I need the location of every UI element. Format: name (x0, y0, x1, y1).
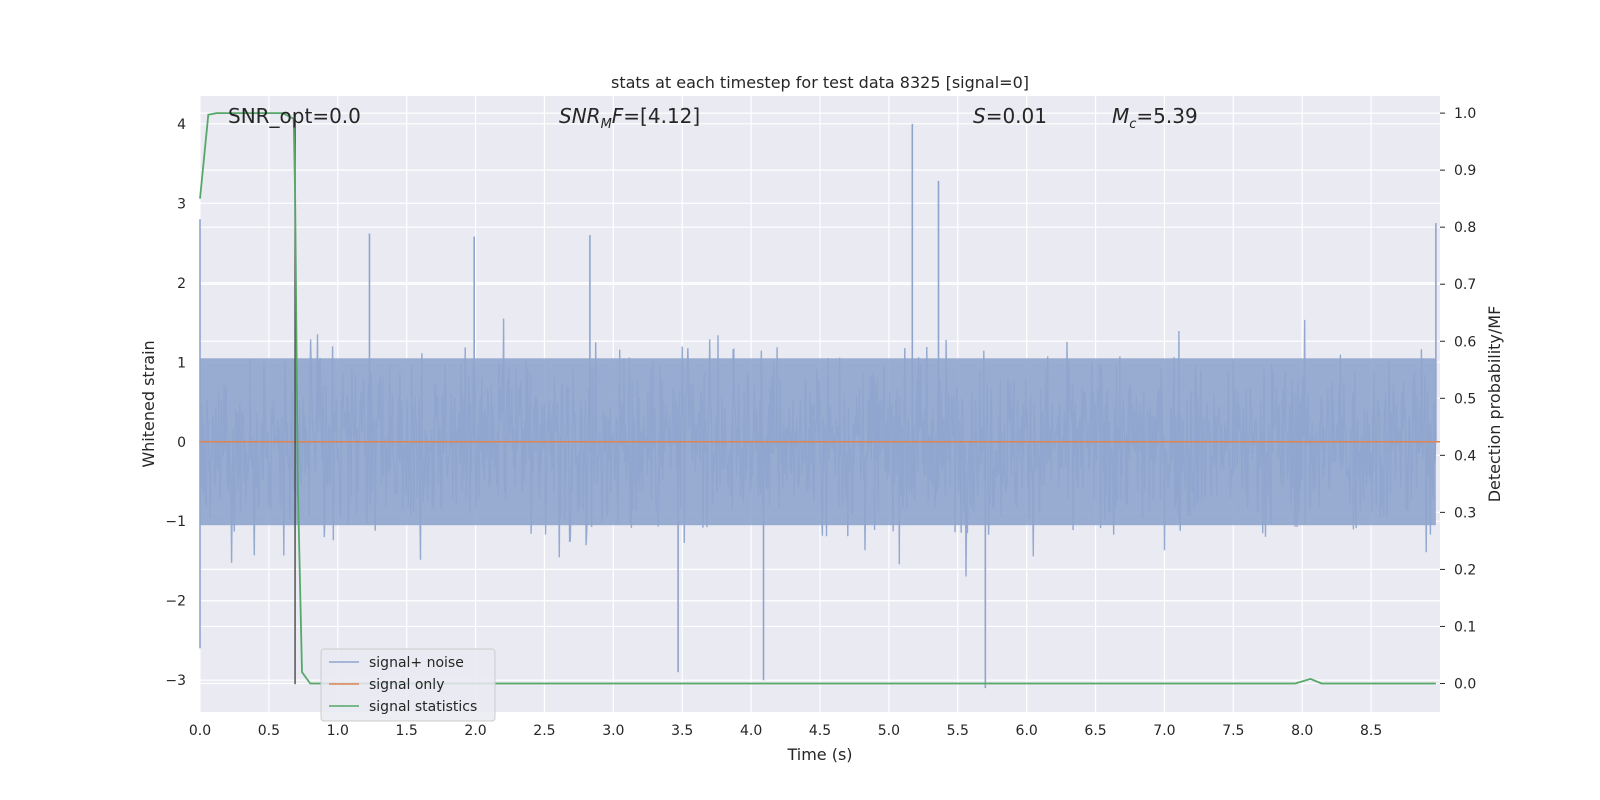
annotation-snr-mf-value: =[4.12] (623, 104, 700, 128)
y-tick-label-left: 2 (177, 276, 186, 292)
annotation-snr-mf: SNRMF=[4.12] (559, 104, 700, 132)
y-tick-label-right: 0.9 (1454, 163, 1476, 179)
annotation-snr-opt: SNR_opt=0.0 (228, 104, 361, 128)
x-tick-label: 3.5 (671, 723, 693, 739)
y-tick-label-right: 0.1 (1454, 619, 1476, 635)
x-tick-label: 4.0 (740, 723, 762, 739)
legend-label-signal-statistics: signal statistics (369, 699, 477, 715)
y-tick-label-right: 0.6 (1454, 334, 1476, 350)
y-axis-label-right: Detection probability/MF (1485, 306, 1504, 503)
annotation-s: S=0.01 (973, 104, 1047, 128)
x-tick-label: 7.0 (1153, 723, 1175, 739)
y-tick-label-left: 4 (177, 117, 186, 133)
x-tick-label: 0.5 (258, 723, 280, 739)
legend-label-signal-noise: signal+ noise (369, 655, 464, 671)
x-tick-label: 1.0 (327, 723, 349, 739)
x-tick-label: 6.0 (1016, 723, 1038, 739)
annotation-mc-value: =5.39 (1136, 104, 1197, 128)
x-tick-label: 2.5 (533, 723, 555, 739)
annotation-mc: Mc=5.39 (1112, 104, 1198, 132)
y-tick-label-left: 3 (177, 196, 186, 212)
y-tick-label-right: 0.0 (1454, 676, 1476, 692)
x-tick-label: 1.5 (396, 723, 418, 739)
y-tick-label-left: 0 (177, 435, 186, 451)
legend: signal+ noise signal only signal statist… (320, 648, 496, 722)
x-tick-label: 5.0 (878, 723, 900, 739)
y-tick-label-left: 1 (177, 355, 186, 371)
x-tick-label: 7.5 (1222, 723, 1244, 739)
x-tick-label: 8.0 (1291, 723, 1313, 739)
y-tick-label-right: 1.0 (1454, 106, 1476, 122)
y-tick-label-left: −1 (165, 514, 186, 530)
y-tick-label-right: 0.4 (1454, 448, 1476, 464)
y-tick-label-right: 0.8 (1454, 220, 1476, 236)
y-tick-label-left: −3 (165, 673, 186, 689)
y-tick-label-right: 0.5 (1454, 391, 1476, 407)
y-tick-label-left: −2 (165, 594, 186, 610)
y-tick-label-right: 0.3 (1454, 505, 1476, 521)
x-tick-label: 5.5 (947, 723, 969, 739)
y-axis-label-left: Whitened strain (139, 340, 158, 467)
annotation-s-value: =0.01 (986, 104, 1047, 128)
y-tick-label-right: 0.2 (1454, 562, 1476, 578)
series-signal-statistics-line (199, 112, 1436, 685)
x-tick-label: 8.5 (1360, 723, 1382, 739)
legend-label-signal-only: signal only (369, 677, 444, 693)
chart-title: stats at each timestep for test data 832… (611, 73, 1029, 92)
y-tick-label-right: 0.7 (1454, 277, 1476, 293)
x-tick-label: 3.0 (602, 723, 624, 739)
x-axis-label: Time (s) (786, 745, 852, 764)
x-tick-label: 4.5 (809, 723, 831, 739)
tick-labels: 0.0 0.5 1.0 1.5 2.0 2.5 3.0 3.5 4.0 4.5 5.0 5.5 6.0 6… (165, 106, 1476, 739)
x-tick-label: 2.0 (464, 723, 486, 739)
x-tick-label: 6.5 (1084, 723, 1106, 739)
x-tick-label: 0.0 (189, 723, 211, 739)
line-series (199, 112, 1440, 685)
